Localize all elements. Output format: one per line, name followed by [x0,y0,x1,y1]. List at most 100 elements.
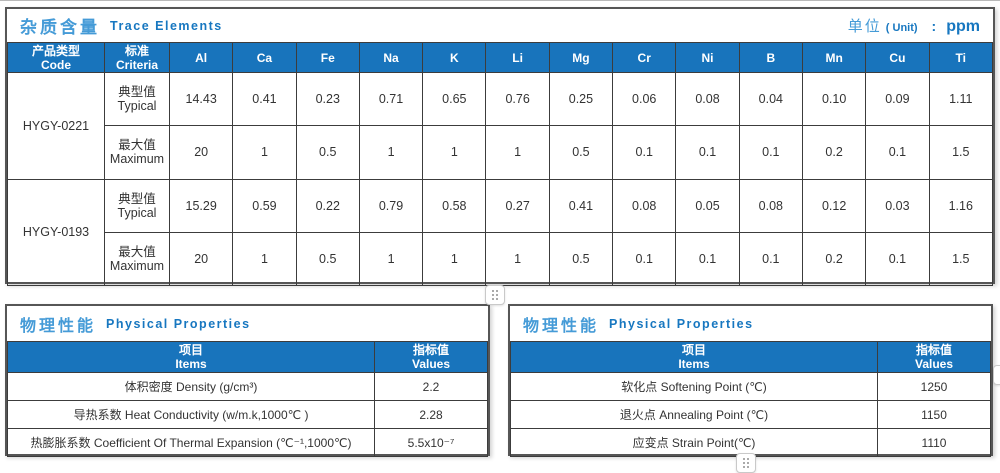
physical-right-table: 项目 Items 指标值 Values 软化点 Softening Point … [510,341,991,457]
criteria-en: Maximum [109,152,165,167]
value-cell: 1110 [877,428,991,457]
value-cell: 1 [422,125,487,180]
code-cell: HYGY-0221 [7,72,105,180]
table-row: HYGY-0193 典型值 Typical 15.29 0.59 0.22 0.… [7,178,994,286]
physical-left-title-zh: 物理性能 [20,317,97,335]
table-row: 热膨胀系数 Coefficient Of Thermal Expansion (… [7,428,488,457]
col-header-code: 产品类型 Code [7,42,105,73]
value-cell: 0.09 [865,71,930,127]
col-header-items: 项目 Items [7,341,375,373]
value-cell: 1 [358,125,424,180]
value-cell: 0.2 [801,231,867,287]
physical-properties-right-section: 物理性能 Physical Properties 项目 Items 指标值 Va… [508,304,993,457]
criteria-en: Maximum [109,258,165,273]
trace-title-en: Trace Elements [110,18,223,33]
value-cell: 1250 [877,372,991,401]
col-header-element: Fe [295,42,360,73]
col-header-items: 项目 Items [510,341,878,373]
value-cell: 1 [232,125,297,180]
col-header-values-zh: 指标值 [412,343,449,357]
value-cell: 0.1 [612,231,677,287]
drag-handle-icon[interactable] [485,285,505,305]
value-cell: 0.5 [548,231,614,287]
criteria-cell: 最大值 Maximum [104,231,170,287]
value-cell: 0.12 [801,178,867,233]
col-header-values: 指标值 Values [877,341,991,373]
value-cell: 0.08 [675,71,740,127]
value-cell: 0.41 [232,71,297,127]
drag-handle-icon[interactable] [736,453,756,473]
value-cell: 1.16 [928,178,994,233]
value-cell: 1.11 [928,71,994,127]
value-cell: 1 [358,231,424,287]
col-header-items-en: Items [175,357,207,371]
value-cell: 0.1 [738,125,803,180]
table-row: 应变点 Strain Point(℃) 1110 [510,428,991,457]
value-cell: 1 [422,231,487,287]
value-cell: 14.43 [168,71,234,127]
table-row: 体积密度 Density (g/cm³) 2.2 [7,372,488,401]
col-header-element: Mg [548,42,614,73]
trace-header-row: 产品类型 Code 标准 Criteria Al Ca Fe Na K Li M… [7,42,994,73]
value-cell: 0.41 [548,178,614,233]
physical-left-header-row: 项目 Items 指标值 Values [7,341,488,373]
criteria-cell: 最大值 Maximum [104,125,170,180]
col-header-element: Cu [865,42,930,73]
criteria-zh: 最大值 [118,138,156,153]
table-row: 退火点 Annealing Point (℃) 1150 [510,400,991,429]
unit-colon: : [931,18,937,34]
trace-elements-section: 杂质含量 Trace Elements 单位 ( Unit) : ppm 产品类… [5,7,995,287]
col-header-items-zh: 项目 [681,343,706,357]
value-cell: 15.29 [168,178,234,233]
table-row: 最大值 Maximum 20 1 0.5 1 1 1 0.5 0.1 0.1 0… [8,125,994,180]
col-header-criteria-zh: 标准 [124,43,149,58]
value-cell: 1150 [877,400,991,429]
drag-handle-icon[interactable] [993,365,1000,385]
col-header-values-zh: 指标值 [915,343,952,357]
unit-value: ppm [946,18,980,35]
item-cell: 导热系数 Heat Conductivity (w/m.k,1000℃ ) [7,400,375,429]
col-header-element: Al [168,42,234,73]
value-cell: 0.08 [738,178,803,233]
table-row: 软化点 Softening Point (℃) 1250 [510,372,991,401]
criteria-zh: 典型值 [118,85,156,100]
value-cell: 0.10 [801,71,867,127]
item-cell: 软化点 Softening Point (℃) [510,372,878,401]
item-cell: 应变点 Strain Point(℃) [510,428,878,457]
value-cell: 0.05 [675,178,740,233]
value-cell: 0.08 [612,178,677,233]
value-cell: 2.28 [374,400,488,429]
col-header-element: Mn [801,42,867,73]
value-cell: 0.76 [485,71,550,127]
col-header-code-zh: 产品类型 [31,43,80,58]
col-header-items-zh: 项目 [178,343,203,357]
value-cell: 1 [485,125,550,180]
col-header-values: 指标值 Values [374,341,488,373]
value-cell: 5.5x10⁻⁷ [374,428,488,457]
value-cell: 0.1 [675,231,740,287]
trace-title-bar: 杂质含量 Trace Elements 单位 ( Unit) : ppm [7,9,993,42]
criteria-zh: 最大值 [118,244,156,259]
value-cell: 0.1 [612,125,677,180]
value-cell: 0.71 [358,71,424,127]
value-cell: 2.2 [374,372,488,401]
col-header-values-en: Values [411,357,451,371]
value-cell: 20 [168,125,234,180]
value-cell: 0.04 [738,71,803,127]
col-header-values-en: Values [914,357,954,371]
value-cell: 0.03 [865,178,930,233]
value-cell: 0.5 [295,125,360,180]
value-cell: 0.06 [612,71,677,127]
table-row: HYGY-0221 典型值 Typical 14.43 0.41 0.23 0.… [7,71,994,180]
value-cell: 0.5 [548,125,614,180]
value-cell: 0.25 [548,71,614,127]
col-header-element: B [738,42,803,73]
table-row: 最大值 Maximum 20 1 0.5 1 1 1 0.5 0.1 0.1 0… [8,231,994,287]
value-cell: 0.1 [675,125,740,180]
physical-right-title-bar: 物理性能 Physical Properties [510,306,991,341]
value-cell: 20 [168,231,234,287]
item-cell: 体积密度 Density (g/cm³) [7,372,375,401]
page-top-border [0,0,1000,1]
physical-left-title-bar: 物理性能 Physical Properties [7,306,488,341]
grip-dots-icon [492,290,498,300]
